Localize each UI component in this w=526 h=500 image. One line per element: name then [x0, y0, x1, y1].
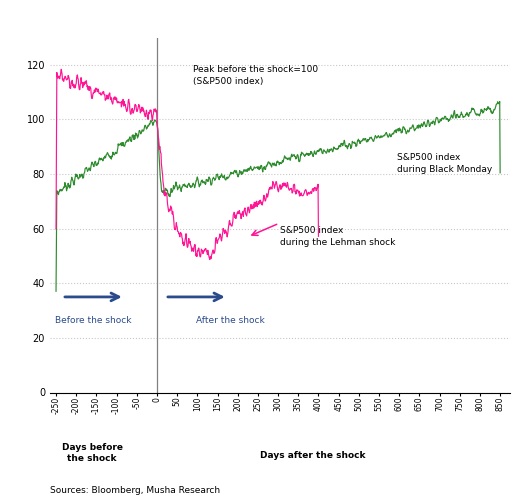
Text: After the shock: After the shock: [196, 316, 265, 325]
Text: Days after the shock: Days after the shock: [260, 451, 366, 460]
Text: Figure 6 :  U.S. Stock Prices on Black Monday and after the Lehman Collapse: Figure 6 : U.S. Stock Prices on Black Mo…: [6, 10, 440, 20]
Text: Sources: Bloomberg, Musha Research: Sources: Bloomberg, Musha Research: [50, 486, 220, 495]
Text: Peak before the shock=100
(S&P500 index): Peak before the shock=100 (S&P500 index): [193, 65, 318, 86]
Text: Days before
the shock: Days before the shock: [62, 442, 123, 462]
Text: Before the shock: Before the shock: [55, 316, 132, 325]
Text: S&P500 index
during Black Monday: S&P500 index during Black Monday: [397, 152, 492, 174]
Text: S&P500 index
during the Lehman shock: S&P500 index during the Lehman shock: [280, 226, 396, 247]
